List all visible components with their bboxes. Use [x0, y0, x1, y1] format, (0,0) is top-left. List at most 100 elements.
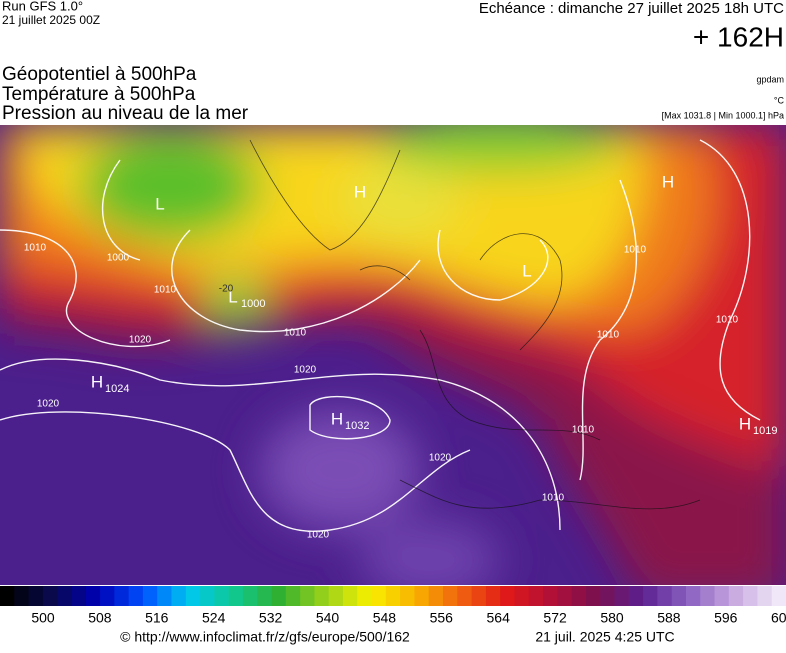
colorbar-label: 532 [259, 610, 283, 626]
generated-time: 21 juil. 2025 4:25 UTC [535, 629, 674, 645]
colorbar-swatch [528, 586, 544, 606]
run-date: 21 juillet 2025 00Z [2, 13, 100, 27]
pressure-center-value: 1032 [345, 420, 369, 432]
title-geopotential: Géopotentiel à 500hPa [2, 64, 197, 85]
colorbar-label: 500 [31, 610, 55, 626]
colorbar-swatch [714, 586, 730, 606]
colorbar-label: 548 [373, 610, 397, 626]
colorbar-swatch [114, 586, 130, 606]
colorbar-swatch [142, 586, 158, 606]
colorbar-swatch [157, 586, 172, 606]
colorbar-label: 516 [145, 610, 169, 626]
colorbar-swatch [514, 586, 530, 606]
source: © http://www.infoclimat.fr/z/gfs/europe/… [120, 629, 410, 645]
colorbar-swatch [557, 586, 573, 606]
unit-temperature: °C [774, 95, 785, 105]
colorbar-swatch [643, 586, 658, 606]
isobar-label: 1000 [107, 253, 130, 264]
pressure-center-letter: H [354, 182, 366, 201]
colorbar-label: 572 [543, 610, 567, 626]
colorbar-swatch [414, 586, 430, 606]
colorbar-swatch [443, 586, 458, 606]
colorbar-swatch [500, 586, 515, 606]
isobar-label: 1010 [154, 285, 177, 296]
colorbar-swatch [42, 586, 58, 606]
colorbar-swatch [400, 586, 415, 606]
colorbar-swatch [385, 586, 401, 606]
pressure-center-letter: L [155, 194, 164, 213]
colorbar-swatch [328, 586, 344, 606]
colorbar-swatch [628, 586, 644, 606]
pressure-center-value: 1000 [241, 298, 265, 310]
colorbar-swatch [128, 586, 144, 606]
lead-time: + 162H [693, 21, 784, 52]
colorbar-swatch [428, 586, 444, 606]
colorbar-swatch [28, 586, 44, 606]
colorbar-swatch [271, 586, 287, 606]
isobar-label: 1020 [129, 335, 152, 346]
colorbar-swatch [257, 586, 273, 606]
colorbar-swatch [200, 586, 215, 606]
colorbar-swatch [314, 586, 330, 606]
colorbar-swatch [57, 586, 72, 606]
colorbar-swatch [0, 586, 15, 606]
isobar-label: 1010 [542, 493, 565, 504]
colorbar-label: 540 [316, 610, 340, 626]
isobar-label: 1010 [716, 315, 739, 326]
colorbar-swatch [228, 586, 244, 606]
colorbar-swatch [614, 586, 630, 606]
colorbar-label: 524 [202, 610, 226, 626]
colorbar-swatch [600, 586, 616, 606]
isobar-label: 1020 [429, 453, 452, 464]
colorbar-swatch [757, 586, 773, 606]
colorbar-swatch [185, 586, 201, 606]
colorbar-label: 508 [88, 610, 112, 626]
isobar-label: 1010 [624, 245, 647, 256]
isobar-label: 1010 [572, 425, 595, 436]
colorbar-label: 580 [600, 610, 624, 626]
pressure-center-letter: L [228, 287, 237, 306]
colorbar-swatch [371, 586, 387, 606]
title-temperature: Température à 500hPa [2, 84, 196, 105]
colorbar-swatch [485, 586, 501, 606]
colorbar-swatch [14, 586, 30, 606]
colorbar-label: 588 [657, 610, 681, 626]
colorbar-swatch [85, 586, 101, 606]
isobar-label: 1020 [294, 365, 317, 376]
colorbar-swatch [342, 586, 358, 606]
temperature-label: -20 [219, 284, 234, 295]
pressure-center-letter: H [91, 372, 103, 391]
colorbar-swatch [357, 586, 373, 606]
pressure-center-letter: H [662, 172, 674, 191]
isobar-label: 1010 [284, 328, 307, 339]
colorbar-label: 556 [430, 610, 454, 626]
pressure-center-letter: H [739, 414, 751, 433]
colorbar-label: 604 [771, 610, 786, 626]
colorbar-label: 596 [714, 610, 738, 626]
run-label: Run GFS 1.0° [2, 0, 83, 13]
title-pressure: Pression au niveau de la mer [2, 103, 249, 124]
colorbar-swatch [685, 586, 701, 606]
colorbar-swatch [771, 586, 786, 606]
colorbar-swatch [700, 586, 716, 606]
colorbar-swatch [585, 586, 601, 606]
isobar-label: 1010 [24, 243, 47, 254]
colorbar-swatch [571, 586, 587, 606]
colorbar-swatch [671, 586, 687, 606]
pressure-center-letter: L [522, 261, 531, 280]
colorbar-swatch [457, 586, 473, 606]
colorbar-label: 564 [487, 610, 511, 626]
unit-geopotential: gpdam [756, 74, 784, 84]
valid-time: Echéance : dimanche 27 juillet 2025 18h … [479, 0, 784, 17]
isobar-label: 1010 [597, 330, 620, 341]
colorbar-swatch [300, 586, 315, 606]
colorbar-swatch [285, 586, 301, 606]
colorbar-swatch [214, 586, 230, 606]
isobar-label: 1020 [307, 530, 330, 541]
colorbar-swatch [100, 586, 115, 606]
unit-pressure: [Max 1031.8 | Min 1000.1] hPa [662, 110, 784, 120]
colorbar-swatch [743, 586, 758, 606]
isobar-label: 1020 [37, 399, 60, 410]
colorbar-swatch [171, 586, 187, 606]
